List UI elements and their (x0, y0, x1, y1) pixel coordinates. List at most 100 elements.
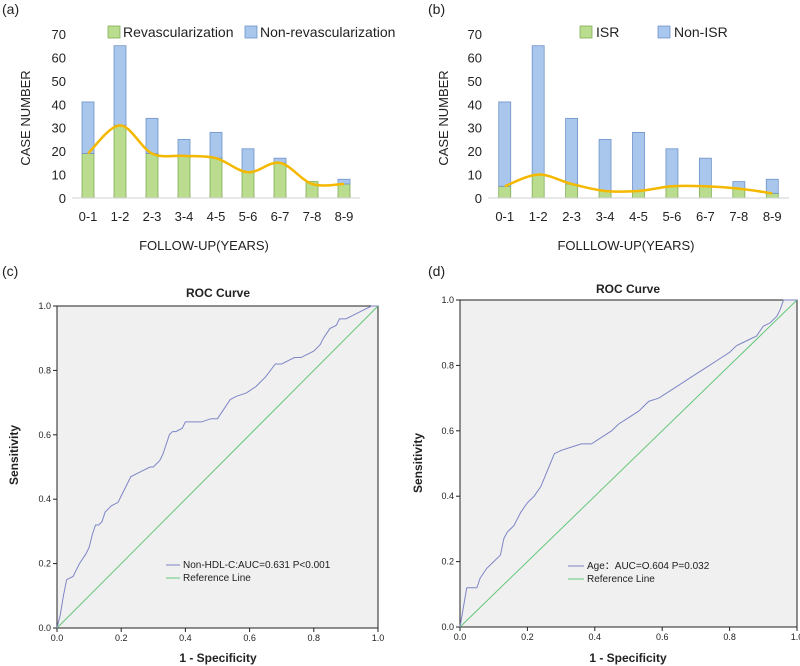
panel-b-label: (b) (428, 1, 445, 17)
panel-b-xtick: 5-6 (663, 209, 682, 224)
panel-d-title: ROC Curve (596, 282, 660, 296)
panel-d-ytick: 0.4 (441, 491, 454, 501)
legend-label-age: Age：AUC=O.604 P=0.032 (587, 561, 710, 572)
legend-swatch-non-revascularization (244, 25, 258, 39)
panel-c-ytick: 0.2 (38, 559, 51, 569)
panel-d-xtick: 1.0 (791, 632, 800, 642)
panel-d-plot: 0.00.0 0.2 0.2 0.4 0.4 0.6 0.6 0.8 0.8 1.0 1.0 (441, 295, 800, 642)
panel-b-ytick: 60 (468, 50, 482, 65)
panel-b-xtick: 7-8 (729, 209, 748, 224)
panel-a-ytick: 10 (52, 168, 66, 183)
panel-b-bar-isr (665, 185, 679, 199)
legend-swatch-non-isr (657, 25, 671, 39)
panel-a-bar-revascularization (241, 171, 255, 199)
panel-a-ylabel: CASE NUMBER (18, 70, 33, 165)
panel-a-bar-revascularization (177, 155, 191, 199)
panel-a-xtick: 3-4 (175, 209, 194, 224)
panel-b-bar-non-isr (498, 101, 512, 187)
panel-b-xtick: 1-2 (529, 209, 548, 224)
panel-c-xtick: 0.8 (308, 633, 321, 643)
panel-c-ytick: 0.8 (38, 365, 51, 375)
panel-d-ytick: 0.0 (441, 622, 454, 632)
panel-d-label: (d) (428, 263, 445, 279)
panel-b-plot: 0 10 20 30 40 50 60 70 0-1 1-2 2-3 3-4 4-5 5-6 6-7 7-8 8… (468, 27, 789, 224)
panel-b-bar-non-isr (531, 45, 545, 175)
panel-a-xtick: 1-2 (111, 209, 130, 224)
panel-d-roc-curve (459, 299, 797, 628)
panel-b-xtick: 6-7 (696, 209, 715, 224)
legend-swatch-isr (579, 25, 593, 39)
panel-a-bar-revascularization (145, 153, 159, 199)
panel-b-ytick: 40 (468, 97, 482, 112)
panel-b-xtick: 4-5 (629, 209, 648, 224)
panel-d-ytick: 0.2 (441, 557, 454, 567)
panel-c-xtick: 0.4 (179, 633, 192, 643)
panel-a-xtick: 7-8 (303, 209, 322, 224)
panel-b-xlabel: FOLLLOW-UP(YEARS) (557, 238, 694, 253)
legend-swatch-revascularization (107, 25, 121, 39)
panel-a-xlabel: FOLLOW-UP(YEARS) (139, 238, 269, 253)
panel-d: (d) ROC Curve 0.00.00.20.20.40.40.60.60.… (411, 263, 800, 665)
panel-b-xtick: 8-9 (763, 209, 782, 224)
panel-c-ytick: 0.4 (38, 494, 51, 504)
panel-d-xtick: 0.6 (656, 632, 669, 642)
panel-a-bar-revascularization (113, 124, 127, 199)
panel-b-ytick: 20 (468, 144, 482, 159)
panel-a-ytick: 40 (52, 97, 66, 112)
panel-a-bar-non-revascularization (81, 101, 95, 154)
panel-a-bar-non-revascularization (113, 45, 127, 126)
panel-b-ytick: 70 (468, 27, 482, 42)
panel-b-xtick: 2-3 (562, 209, 581, 224)
panel-b-xtick: 0-1 (495, 209, 514, 224)
panel-a-bar-non-revascularization (177, 139, 191, 157)
panel-a-xtick: 4-5 (207, 209, 226, 224)
legend-label-non-revascularization: Non-revascularization (260, 24, 395, 40)
legend-label-non-hdl-c: Non-HDL-C:AUC=0.631 P<0.001 (183, 560, 331, 571)
panel-a-bar-non-revascularization (241, 148, 255, 173)
panel-b-bar-isr (531, 174, 545, 199)
panel-c-ytick: 0.0 (38, 623, 51, 633)
panel-c-ytick: 1.0 (38, 301, 51, 311)
panel-a-bar-revascularization (337, 183, 351, 199)
panel-b-bar-non-isr (598, 139, 612, 192)
panel-b-bar-non-isr (698, 157, 712, 187)
panel-a-ytick: 0 (59, 191, 66, 206)
panel-d-xtick: 0.0 (454, 632, 467, 642)
panel-c-xlabel: 1 - Specificity (179, 651, 257, 665)
panel-b-xtick: 3-4 (596, 209, 615, 224)
panel-b-bar-isr (765, 192, 779, 199)
panel-a: (a) Revascularization Non-revascularizat… (2, 1, 395, 253)
panel-a-bar-revascularization (209, 157, 223, 199)
legend-label-non-isr: Non-ISR (674, 24, 728, 40)
panel-b-trend-line (504, 173, 773, 195)
panel-d-ytick: 0.8 (441, 360, 454, 370)
panel-b-ytick: 0 (475, 191, 482, 206)
panel-a-ytick: 60 (52, 50, 66, 65)
panel-c-reference-line (56, 305, 379, 629)
panel-b-bar-non-isr (665, 148, 679, 187)
legend-label-reference-c: Reference Line (183, 573, 251, 584)
panel-b-bar-non-isr (565, 117, 579, 185)
panel-d-xlabel: 1 - Specificity (589, 651, 667, 665)
panel-a-xtick: 2-3 (143, 209, 162, 224)
panel-a-label: (a) (2, 1, 19, 17)
panel-c-plot: 0.00.0 0.2 0.2 0.4 0.4 0.6 0.6 0.8 0.8 1.0 1.0 (38, 301, 384, 643)
panel-c-xtick: 0.0 (51, 633, 64, 643)
panel-a-plot: 0 10 20 30 40 50 60 70 0-1 1-2 2-3 3-4 4-5 5-6 6-7 7-8 8… (52, 27, 360, 224)
panel-a-ytick: 30 (52, 121, 66, 136)
legend-label-revascularization: Revascularization (123, 24, 234, 40)
panel-a-legend: Revascularization Non-revascularization (107, 24, 395, 40)
panel-a-xtick: 0-1 (79, 209, 98, 224)
panel-c-roc-curve (56, 305, 378, 629)
panel-a-ytick: 50 (52, 74, 66, 89)
panel-c-xtick: 1.0 (372, 633, 385, 643)
panel-b-bar-non-isr (632, 131, 645, 192)
panel-d-xtick: 0.8 (723, 632, 736, 642)
panel-b-bar-non-isr (765, 178, 779, 194)
panel-d-ylabel: Sensitivity (411, 433, 425, 493)
panel-a-bar-revascularization (81, 153, 95, 199)
panel-a-bar-revascularization (273, 162, 287, 199)
panel-b-legend: ISR Non-ISR (579, 24, 728, 40)
panel-c-xtick: 0.6 (243, 633, 256, 643)
